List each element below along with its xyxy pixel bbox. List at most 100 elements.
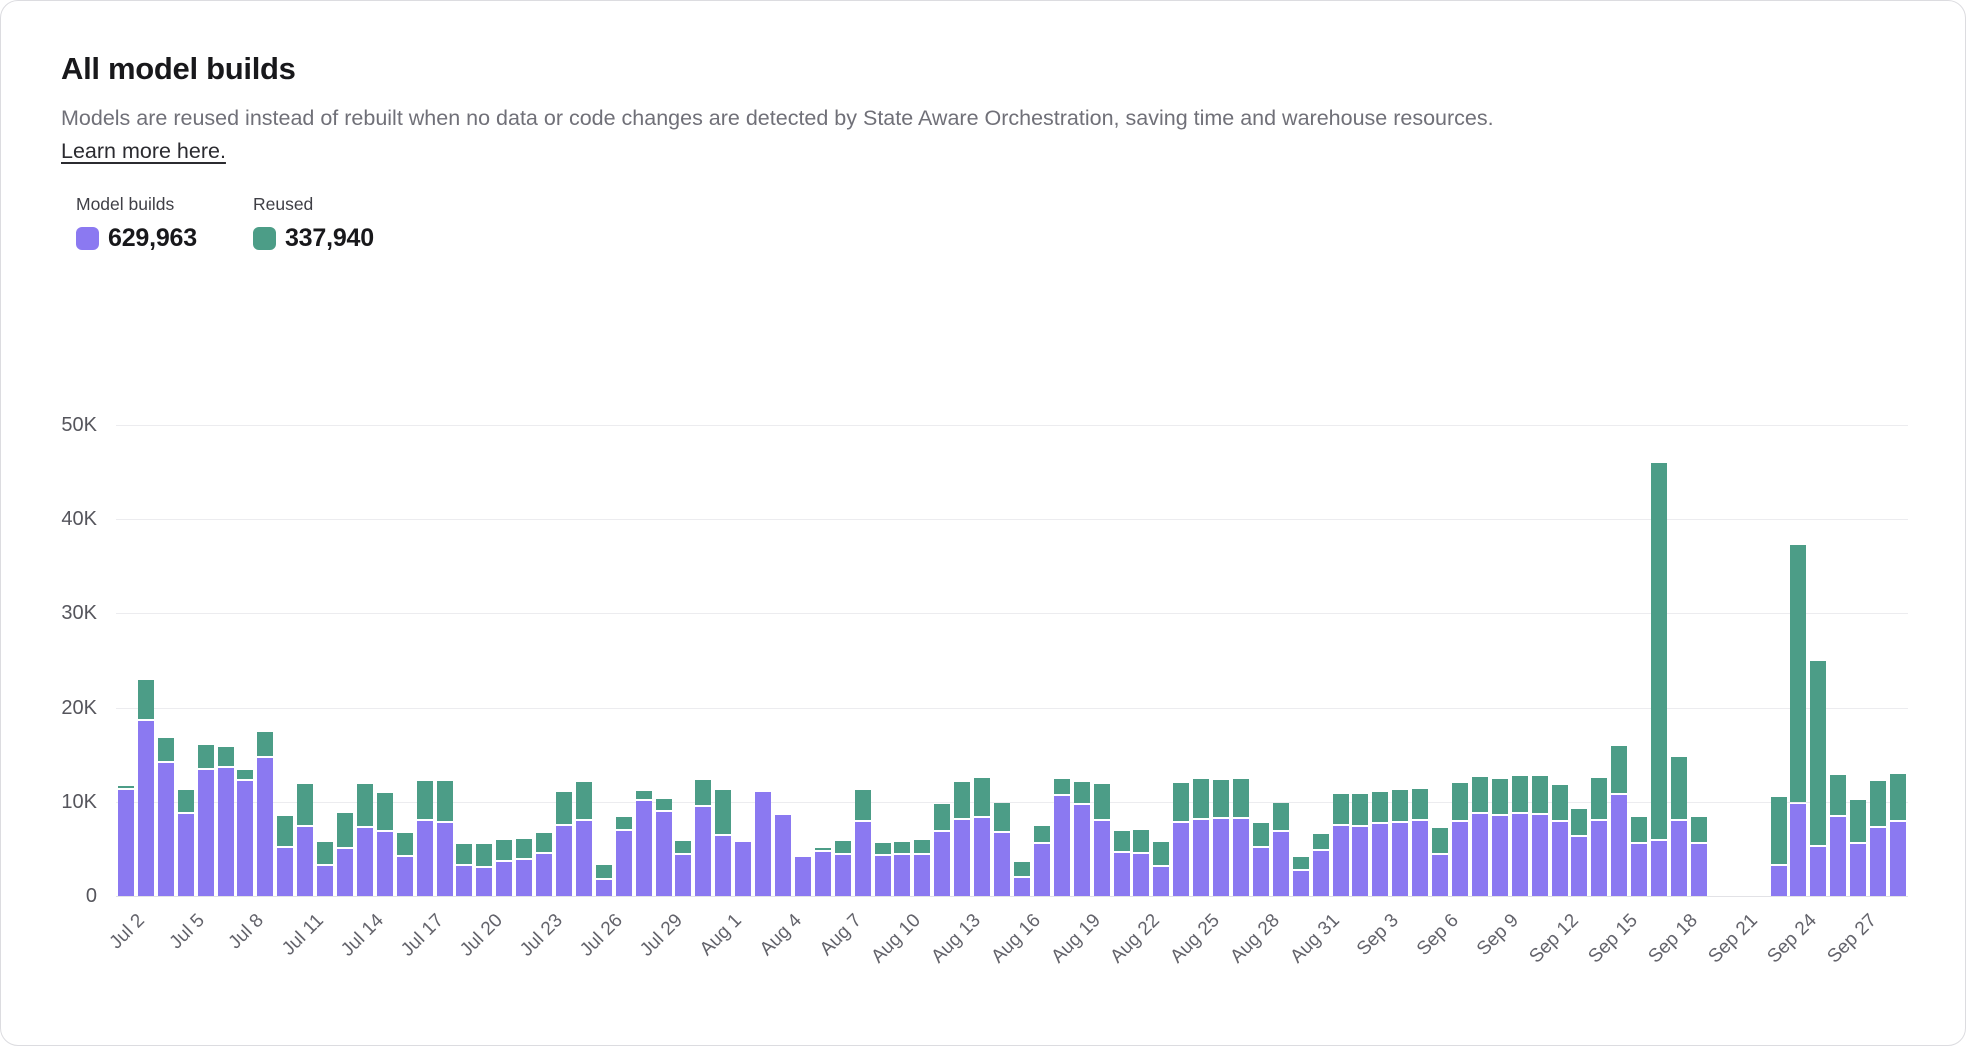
bar-segment-model-builds <box>1631 844 1648 896</box>
bar-segment-reused <box>237 769 254 780</box>
x-axis-label: Aug 1 <box>696 910 747 960</box>
bar-segment-reused <box>695 780 712 805</box>
bar-segment-reused <box>1173 782 1190 821</box>
gridline <box>116 896 1908 897</box>
x-axis-label: Sep 21 <box>1704 910 1762 968</box>
bar-segment-model-builds <box>575 820 592 896</box>
bar-segment-reused <box>297 783 314 826</box>
bar-segment-model-builds <box>715 835 732 896</box>
x-axis-label: Jul 20 <box>456 910 508 961</box>
bar-segment-model-builds <box>1511 814 1528 896</box>
bar-segment-model-builds <box>695 806 712 896</box>
bar-segment-model-builds <box>317 865 334 896</box>
bar-segment-model-builds <box>874 856 891 896</box>
x-axis-label: Jul 17 <box>396 910 448 961</box>
bar-segment-model-builds <box>376 831 393 896</box>
bar-segment-model-builds <box>1531 814 1548 896</box>
bar-segment-model-builds <box>1352 827 1369 896</box>
gridline <box>116 801 1908 803</box>
page-title: All model builds <box>61 51 296 86</box>
bar-segment-reused <box>655 798 672 811</box>
bar-segment-reused <box>1392 790 1409 821</box>
x-axis-label: Sep 6 <box>1412 910 1463 960</box>
bar-segment-reused <box>1093 783 1110 819</box>
bar-segment-model-builds <box>516 860 533 896</box>
x-axis-label: Aug 28 <box>1226 910 1284 968</box>
x-axis-label: Aug 22 <box>1106 910 1165 968</box>
x-axis-label: Sep 24 <box>1763 910 1822 968</box>
bar-segment-model-builds <box>1053 796 1070 896</box>
bar-segment-model-builds <box>974 817 991 896</box>
bar-segment-model-builds <box>1412 820 1429 896</box>
x-axis-label: Jul 5 <box>165 910 209 954</box>
bar-segment-model-builds <box>456 865 473 896</box>
bar-segment-reused <box>994 802 1011 831</box>
bar-segment-reused <box>1850 799 1867 842</box>
learn-more-link[interactable]: Learn more here. <box>61 139 226 163</box>
x-axis-label: Jul 29 <box>635 910 687 961</box>
bar-segment-reused <box>217 747 234 766</box>
x-axis-label: Jul 8 <box>225 910 269 954</box>
bar-segment-model-builds <box>1870 828 1887 896</box>
bar-segment-reused <box>1352 794 1369 826</box>
bar-segment-reused <box>1013 862 1030 877</box>
bar-segment-reused <box>615 816 632 829</box>
x-axis-label: Jul 11 <box>278 910 328 960</box>
bar-segment-reused <box>1651 462 1668 840</box>
bar-segment-reused <box>1551 784 1568 820</box>
bar-segment-model-builds <box>1432 854 1449 896</box>
bar-segment-model-builds <box>1153 866 1170 896</box>
y-axis-label: 0 <box>85 885 97 907</box>
bar-segment-model-builds <box>1013 878 1030 896</box>
description-text: Models are reused instead of rebuilt whe… <box>61 106 1494 130</box>
bar-segment-model-builds <box>1471 814 1488 896</box>
bar-segment-model-builds <box>1272 831 1289 896</box>
bar-segment-reused <box>1193 779 1210 818</box>
bar-segment-model-builds <box>1830 817 1847 896</box>
bar-segment-model-builds <box>396 857 413 896</box>
bar-segment-reused <box>814 847 831 850</box>
bar-segment-model-builds <box>755 792 772 896</box>
bar-segment-reused <box>1073 782 1090 803</box>
bar-segment-model-builds <box>794 857 811 896</box>
bar-segment-reused <box>914 840 931 854</box>
y-axis-label: 40K <box>61 508 97 531</box>
y-axis-label: 10K <box>61 790 97 813</box>
description: Models are reused instead of rebuilt whe… <box>61 102 1511 168</box>
bar-segment-reused <box>854 789 871 820</box>
bar-segment-model-builds <box>1292 870 1309 896</box>
bar-segment-reused <box>536 832 553 852</box>
bar-segment-reused <box>1810 660 1827 846</box>
bar-segment-model-builds <box>1690 844 1707 896</box>
bar-segment-model-builds <box>1790 803 1807 896</box>
x-axis-label: Aug 25 <box>1166 910 1224 968</box>
legend-value-model-builds: 629,963 <box>108 224 197 252</box>
bar-segment-model-builds <box>117 789 134 896</box>
bar-segment-reused <box>974 778 991 816</box>
x-axis-label: Jul 26 <box>575 910 627 961</box>
bar-segment-reused <box>1611 746 1628 794</box>
bar-segment-reused <box>1571 809 1588 835</box>
legend-group-model-builds: Model builds 629,963 <box>76 194 197 253</box>
bar-segment-model-builds <box>1073 804 1090 896</box>
bar-segment-reused <box>1830 774 1847 816</box>
bar-segment-reused <box>416 781 433 819</box>
x-axis-label: Sep 3 <box>1353 910 1404 960</box>
x-axis-label: Aug 7 <box>815 910 866 960</box>
bar-segment-model-builds <box>277 847 294 896</box>
bar-segment-model-builds <box>735 842 752 896</box>
bar-segment-model-builds <box>436 822 453 896</box>
bar-segment-model-builds <box>1213 818 1230 896</box>
bar-segment-model-builds <box>1810 847 1827 896</box>
gridline <box>116 425 1908 426</box>
legend-label-model-builds: Model builds <box>76 194 175 214</box>
bar-segment-reused <box>1232 779 1249 817</box>
bar-segment-model-builds <box>536 853 553 896</box>
bar-segment-model-builds <box>1671 820 1688 896</box>
bar-segment-reused <box>1531 776 1548 813</box>
bar-segment-reused <box>1372 792 1389 823</box>
bar-segment-reused <box>496 840 513 861</box>
bar-segment-model-builds <box>1133 853 1150 896</box>
bar-segment-model-builds <box>1452 821 1468 896</box>
